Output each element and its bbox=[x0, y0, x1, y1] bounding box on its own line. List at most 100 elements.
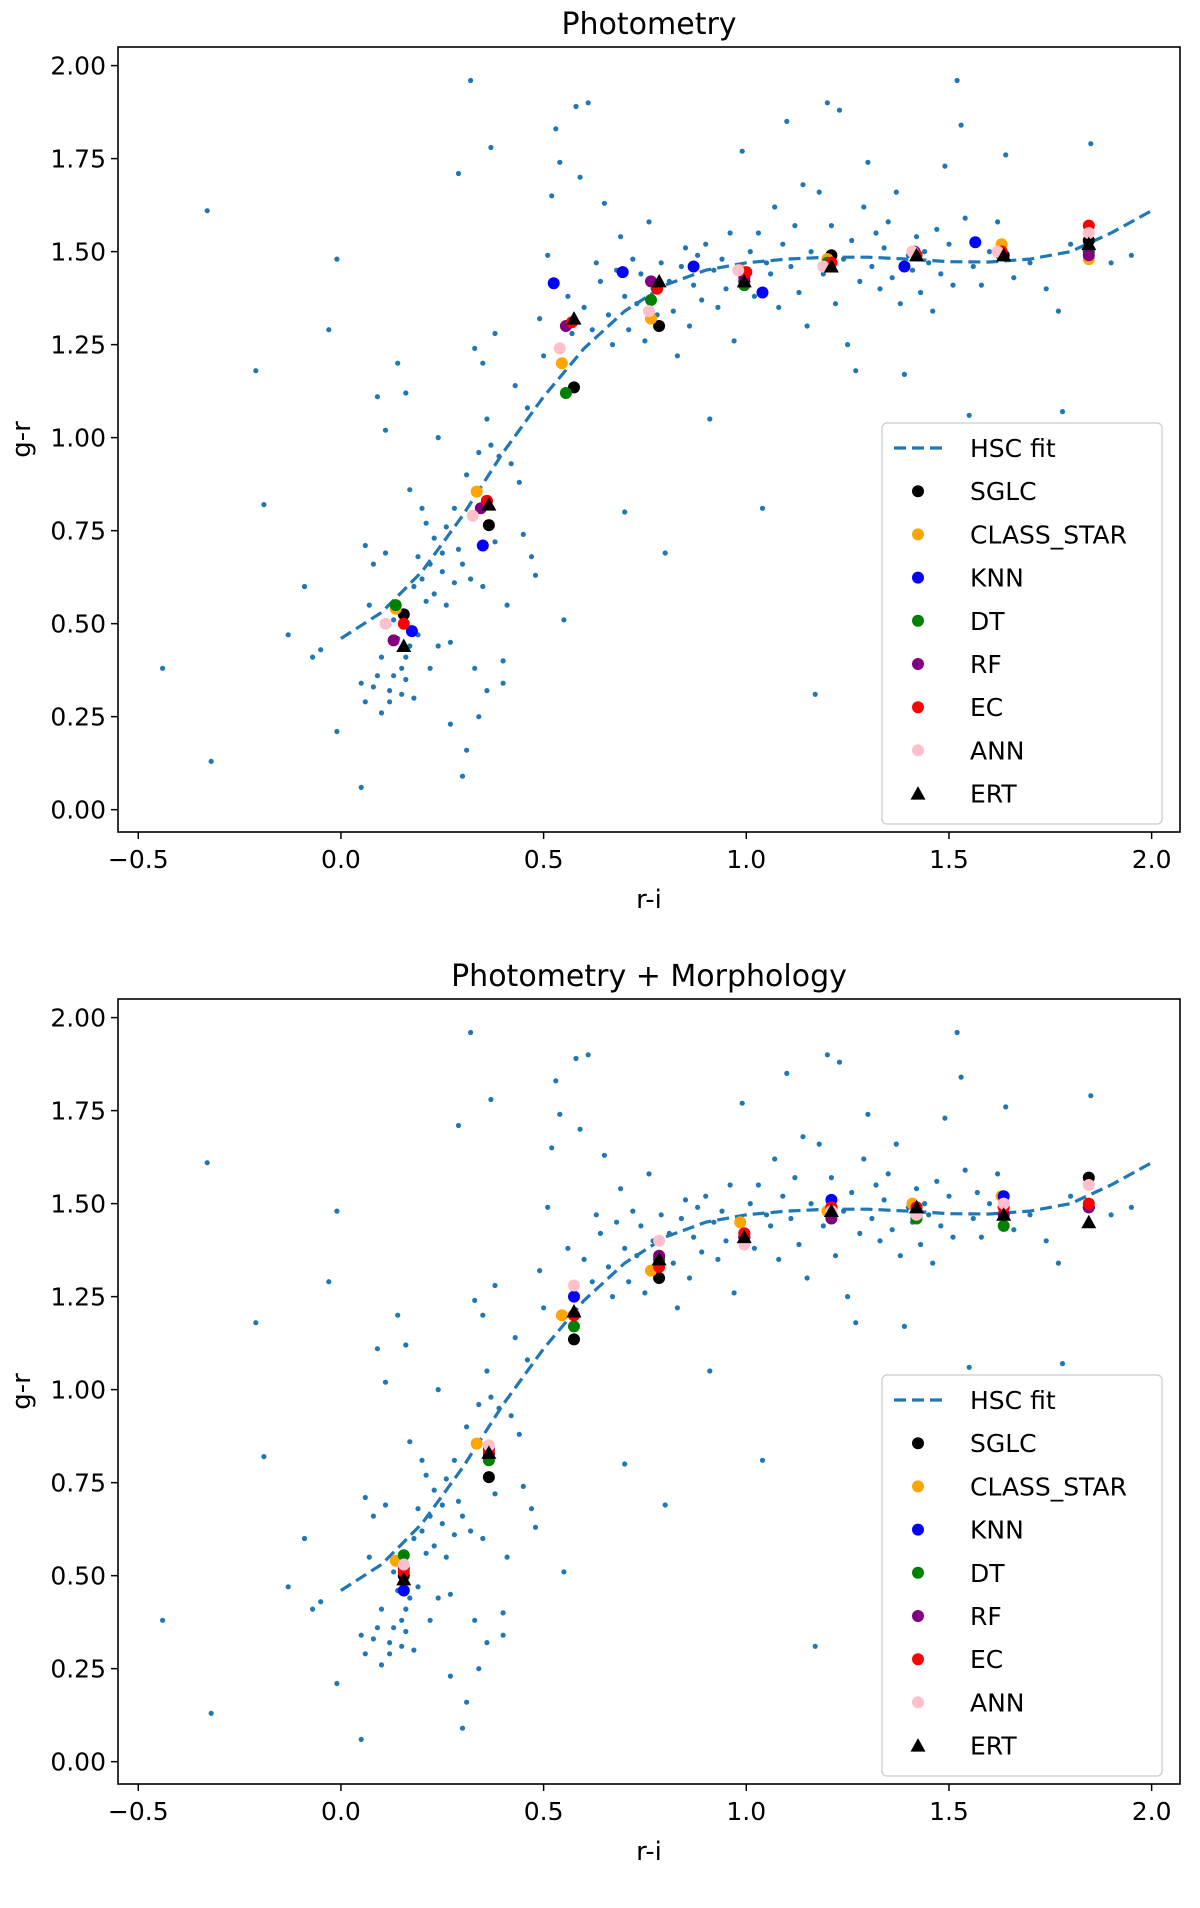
background-star-point bbox=[500, 1610, 506, 1616]
background-star-point bbox=[204, 208, 210, 214]
background-star-point bbox=[476, 1666, 482, 1672]
background-star-point bbox=[723, 286, 729, 292]
background-star-point bbox=[577, 1126, 583, 1132]
dt-marker bbox=[568, 1320, 580, 1333]
background-star-point bbox=[893, 1141, 899, 1147]
legend-label: ERT bbox=[970, 1732, 1017, 1761]
background-star-point bbox=[618, 1186, 624, 1192]
background-star-point bbox=[682, 1197, 689, 1203]
background-star-point bbox=[699, 297, 705, 303]
background-star-point bbox=[488, 144, 494, 151]
background-star-point bbox=[472, 1297, 478, 1303]
background-star-point bbox=[585, 100, 591, 106]
background-star-point bbox=[415, 1584, 421, 1590]
background-star-point bbox=[605, 312, 612, 318]
background-star-point bbox=[686, 1275, 693, 1281]
background-star-point bbox=[824, 1052, 831, 1058]
rf-marker bbox=[387, 634, 400, 647]
background-star-point bbox=[682, 245, 689, 251]
y-tick-label: 0.25 bbox=[50, 1655, 106, 1684]
legend: HSC fit SGLC CLASS_STAR KNN DT RF EC ANN ERT bbox=[881, 1374, 1163, 1777]
background-star-point bbox=[577, 174, 583, 180]
background-star-point bbox=[877, 286, 883, 292]
background-star-point bbox=[374, 394, 380, 400]
class-star-marker bbox=[734, 1216, 747, 1229]
background-star-point bbox=[719, 256, 725, 262]
ann-marker bbox=[653, 1234, 666, 1247]
background-star-point bbox=[512, 383, 518, 389]
background-star-point bbox=[391, 617, 397, 623]
background-star-point bbox=[759, 505, 766, 511]
background-star-point bbox=[796, 289, 802, 296]
background-star-point bbox=[642, 338, 648, 344]
background-star-point bbox=[459, 561, 466, 567]
background-star-point bbox=[427, 665, 433, 671]
background-star-point bbox=[828, 1175, 835, 1181]
background-star-point bbox=[699, 1249, 705, 1255]
background-star-point bbox=[589, 1279, 595, 1285]
x-tick-label: 0.5 bbox=[524, 845, 564, 874]
background-star-point bbox=[808, 1201, 814, 1207]
background-star-point bbox=[472, 345, 478, 351]
background-star-point bbox=[455, 1122, 462, 1129]
background-star-point bbox=[370, 1513, 376, 1519]
background-star-point bbox=[455, 1498, 462, 1504]
ec-marker bbox=[1082, 1197, 1095, 1210]
legend-label: EC bbox=[970, 693, 1003, 722]
background-star-point bbox=[836, 1059, 843, 1065]
background-star-point bbox=[630, 256, 636, 262]
background-star-point bbox=[707, 1368, 713, 1374]
legend-ec-swatch bbox=[912, 1653, 924, 1666]
legend-ann-swatch bbox=[912, 1696, 924, 1709]
ann-marker bbox=[482, 1439, 495, 1452]
background-star-point bbox=[622, 1461, 628, 1467]
background-star-point bbox=[366, 602, 372, 608]
background-star-point bbox=[727, 230, 733, 236]
background-star-point bbox=[638, 1223, 644, 1229]
ert-marker bbox=[823, 259, 839, 273]
background-star-point bbox=[776, 1256, 782, 1262]
knn-marker bbox=[476, 539, 489, 552]
background-star-point bbox=[816, 189, 822, 195]
background-star-point bbox=[378, 1662, 385, 1668]
background-star-point bbox=[492, 1282, 498, 1289]
background-star-point bbox=[439, 1521, 445, 1527]
legend-knn-swatch bbox=[912, 571, 924, 584]
background-star-point bbox=[593, 1212, 599, 1218]
background-star-point bbox=[423, 1472, 429, 1478]
background-star-point bbox=[731, 1290, 737, 1296]
x-tick-label: 1.5 bbox=[929, 845, 969, 874]
background-star-point bbox=[468, 1029, 474, 1036]
legend-ann-swatch bbox=[912, 744, 924, 757]
background-star-point bbox=[524, 1357, 531, 1363]
class-star-marker bbox=[555, 357, 568, 370]
background-star-point bbox=[670, 1260, 676, 1266]
background-star-point bbox=[468, 576, 474, 582]
background-star-point bbox=[1003, 152, 1009, 158]
background-star-point bbox=[978, 282, 985, 288]
legend-label: CLASS_STAR bbox=[970, 520, 1127, 549]
background-star-point bbox=[208, 1710, 214, 1716]
background-star-point bbox=[942, 1115, 948, 1121]
background-star-point bbox=[768, 271, 774, 277]
series-ert bbox=[396, 1199, 1097, 1586]
background-star-point bbox=[411, 1535, 417, 1542]
background-star-point bbox=[378, 1606, 385, 1612]
background-star-point bbox=[869, 1215, 875, 1222]
background-star-point bbox=[358, 1736, 364, 1742]
class-star-marker bbox=[470, 1437, 483, 1450]
legend-label: DT bbox=[970, 607, 1005, 636]
background-star-point bbox=[318, 1599, 324, 1605]
background-star-point bbox=[553, 1078, 559, 1084]
background-star-point bbox=[934, 226, 940, 232]
y-tick-label: 2.00 bbox=[50, 1004, 106, 1033]
background-star-point bbox=[435, 1595, 441, 1601]
background-star-point bbox=[301, 583, 308, 590]
background-star-point bbox=[407, 1439, 413, 1445]
background-star-point bbox=[1128, 252, 1134, 258]
background-star-point bbox=[516, 1431, 522, 1437]
y-tick-label: 1.50 bbox=[50, 238, 106, 267]
background-star-point bbox=[966, 1364, 972, 1370]
background-star-point bbox=[423, 1550, 429, 1556]
rf-marker bbox=[1082, 249, 1095, 262]
